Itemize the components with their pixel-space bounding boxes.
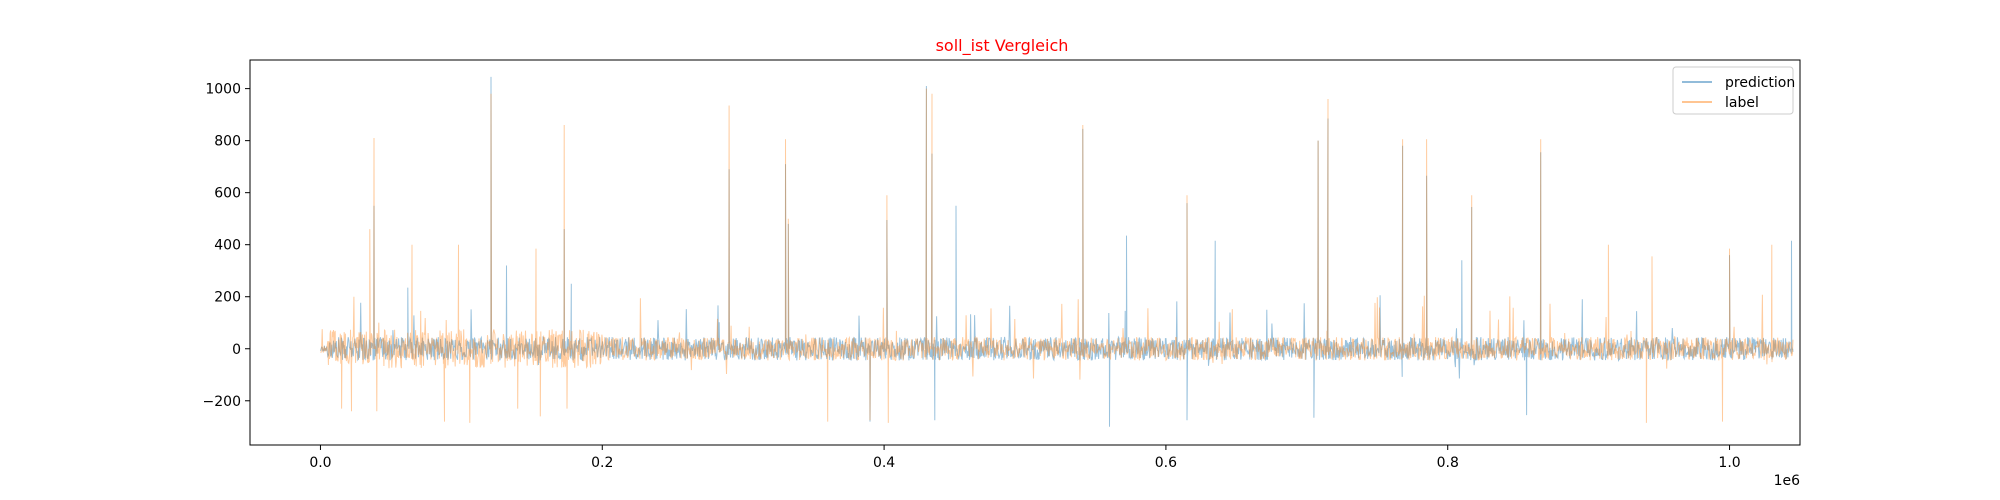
x-tick-label: 0.8 [1437,455,1459,471]
series-line-prediction [320,76,1794,427]
plot-area [320,76,1794,427]
series-line-label [320,88,1794,423]
x-tick-label: 0.0 [309,455,331,471]
x-axis: 0.0 0.2 0.4 0.6 0.8 1.0 [309,445,1741,471]
y-tick-label: 200 [214,290,241,306]
y-tick-label: 0 [232,342,241,358]
y-tick-label: 800 [214,134,241,150]
chart-title: soll_ist Vergleich [936,36,1069,56]
x-tick-label: 0.6 [1155,455,1177,471]
legend: prediction label [1672,66,1795,115]
legend-label-label: label [1725,95,1759,111]
x-tick-label: 0.4 [873,455,895,471]
plot-frame [249,59,1801,446]
legend-label-prediction: prediction [1725,75,1795,91]
y-tick-label: 600 [214,186,241,202]
x-tick-label: 0.2 [591,455,613,471]
x-tick-label: 1.0 [1718,455,1740,471]
y-axis: −200 0 200 400 600 800 1000 [203,82,250,410]
y-tick-label: 400 [214,238,241,254]
x-axis-offset-text: 1e6 [1774,473,1801,489]
y-tick-label: 1000 [205,82,241,98]
y-tick-label: −200 [203,394,241,410]
